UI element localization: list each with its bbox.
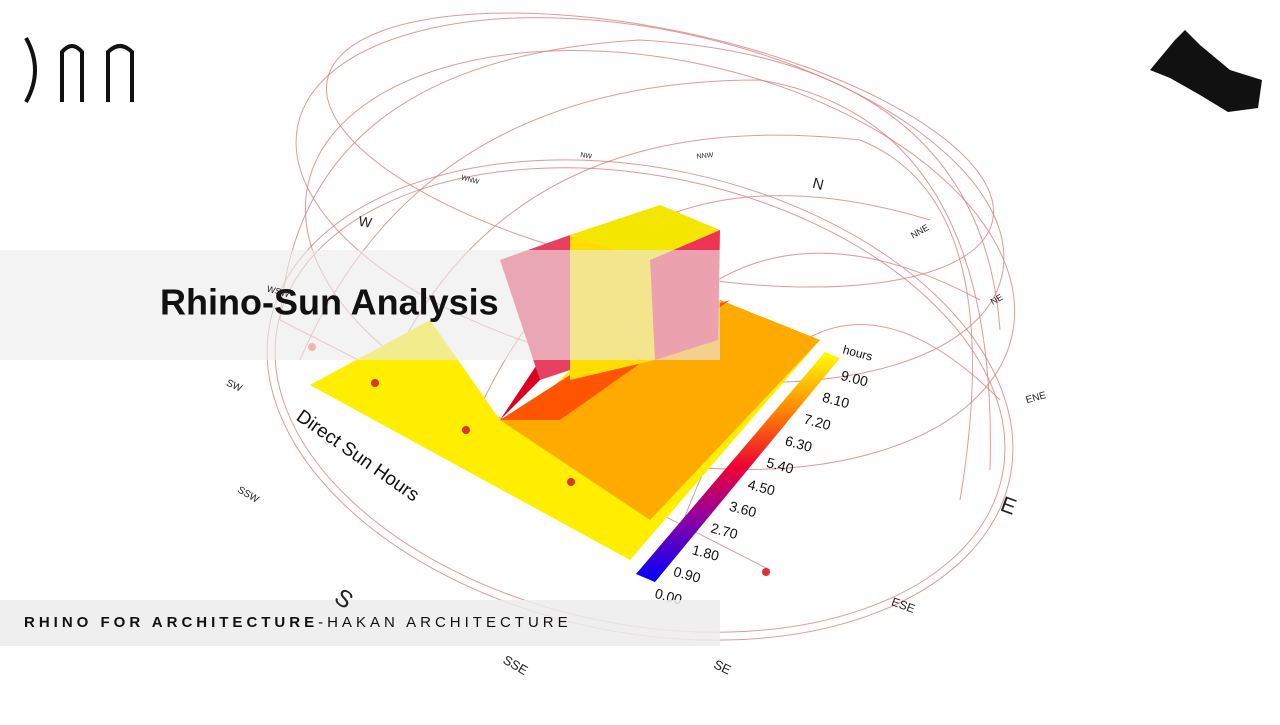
legend-label: 4.50 — [746, 476, 777, 499]
sun-point — [462, 426, 470, 434]
compass-label: SE — [711, 657, 733, 678]
title-band — [0, 250, 720, 360]
footer-brand: RHINO FOR ARCHITECTURE — [24, 614, 318, 631]
building-roof — [570, 205, 720, 260]
shadow-zone — [500, 300, 820, 520]
legend-label: 7.20 — [802, 411, 833, 434]
legend-label: 0.90 — [672, 563, 703, 586]
logo-glyphs — [24, 37, 134, 103]
legend-label: 2.70 — [709, 520, 740, 543]
legend-label: 9.00 — [839, 367, 870, 390]
legend-bar — [636, 352, 840, 582]
compass-label: ENE — [1025, 390, 1048, 406]
compass-label: W — [357, 213, 374, 231]
legend-label: 6.30 — [783, 432, 814, 455]
compass-label: WNW — [460, 175, 480, 187]
dome-arc — [279, 39, 1001, 331]
compass-label: NNW — [696, 152, 714, 160]
sun-point — [567, 478, 575, 486]
glyph — [60, 44, 84, 102]
legend-label: 3.60 — [728, 498, 759, 521]
sun-point — [371, 379, 379, 387]
legend-label: 8.10 — [821, 389, 852, 412]
compass-label: N — [811, 175, 826, 194]
footer-author: -HAKAN ARCHITECTURE — [318, 614, 572, 631]
legend-label: 5.40 — [765, 454, 796, 477]
dome-arc — [299, 79, 991, 471]
footer-band — [0, 600, 720, 646]
legend-label: 1.80 — [690, 541, 721, 564]
glyph — [106, 44, 134, 102]
compass-label: NW — [580, 152, 593, 161]
footer: RHINO FOR ARCHITECTURE-HAKAN ARCHITECTUR… — [24, 614, 572, 631]
rhino-logo — [1150, 30, 1262, 112]
glyph — [24, 37, 37, 103]
title: Rhino-Sun Analysis — [160, 282, 499, 323]
sun-point — [762, 568, 770, 576]
